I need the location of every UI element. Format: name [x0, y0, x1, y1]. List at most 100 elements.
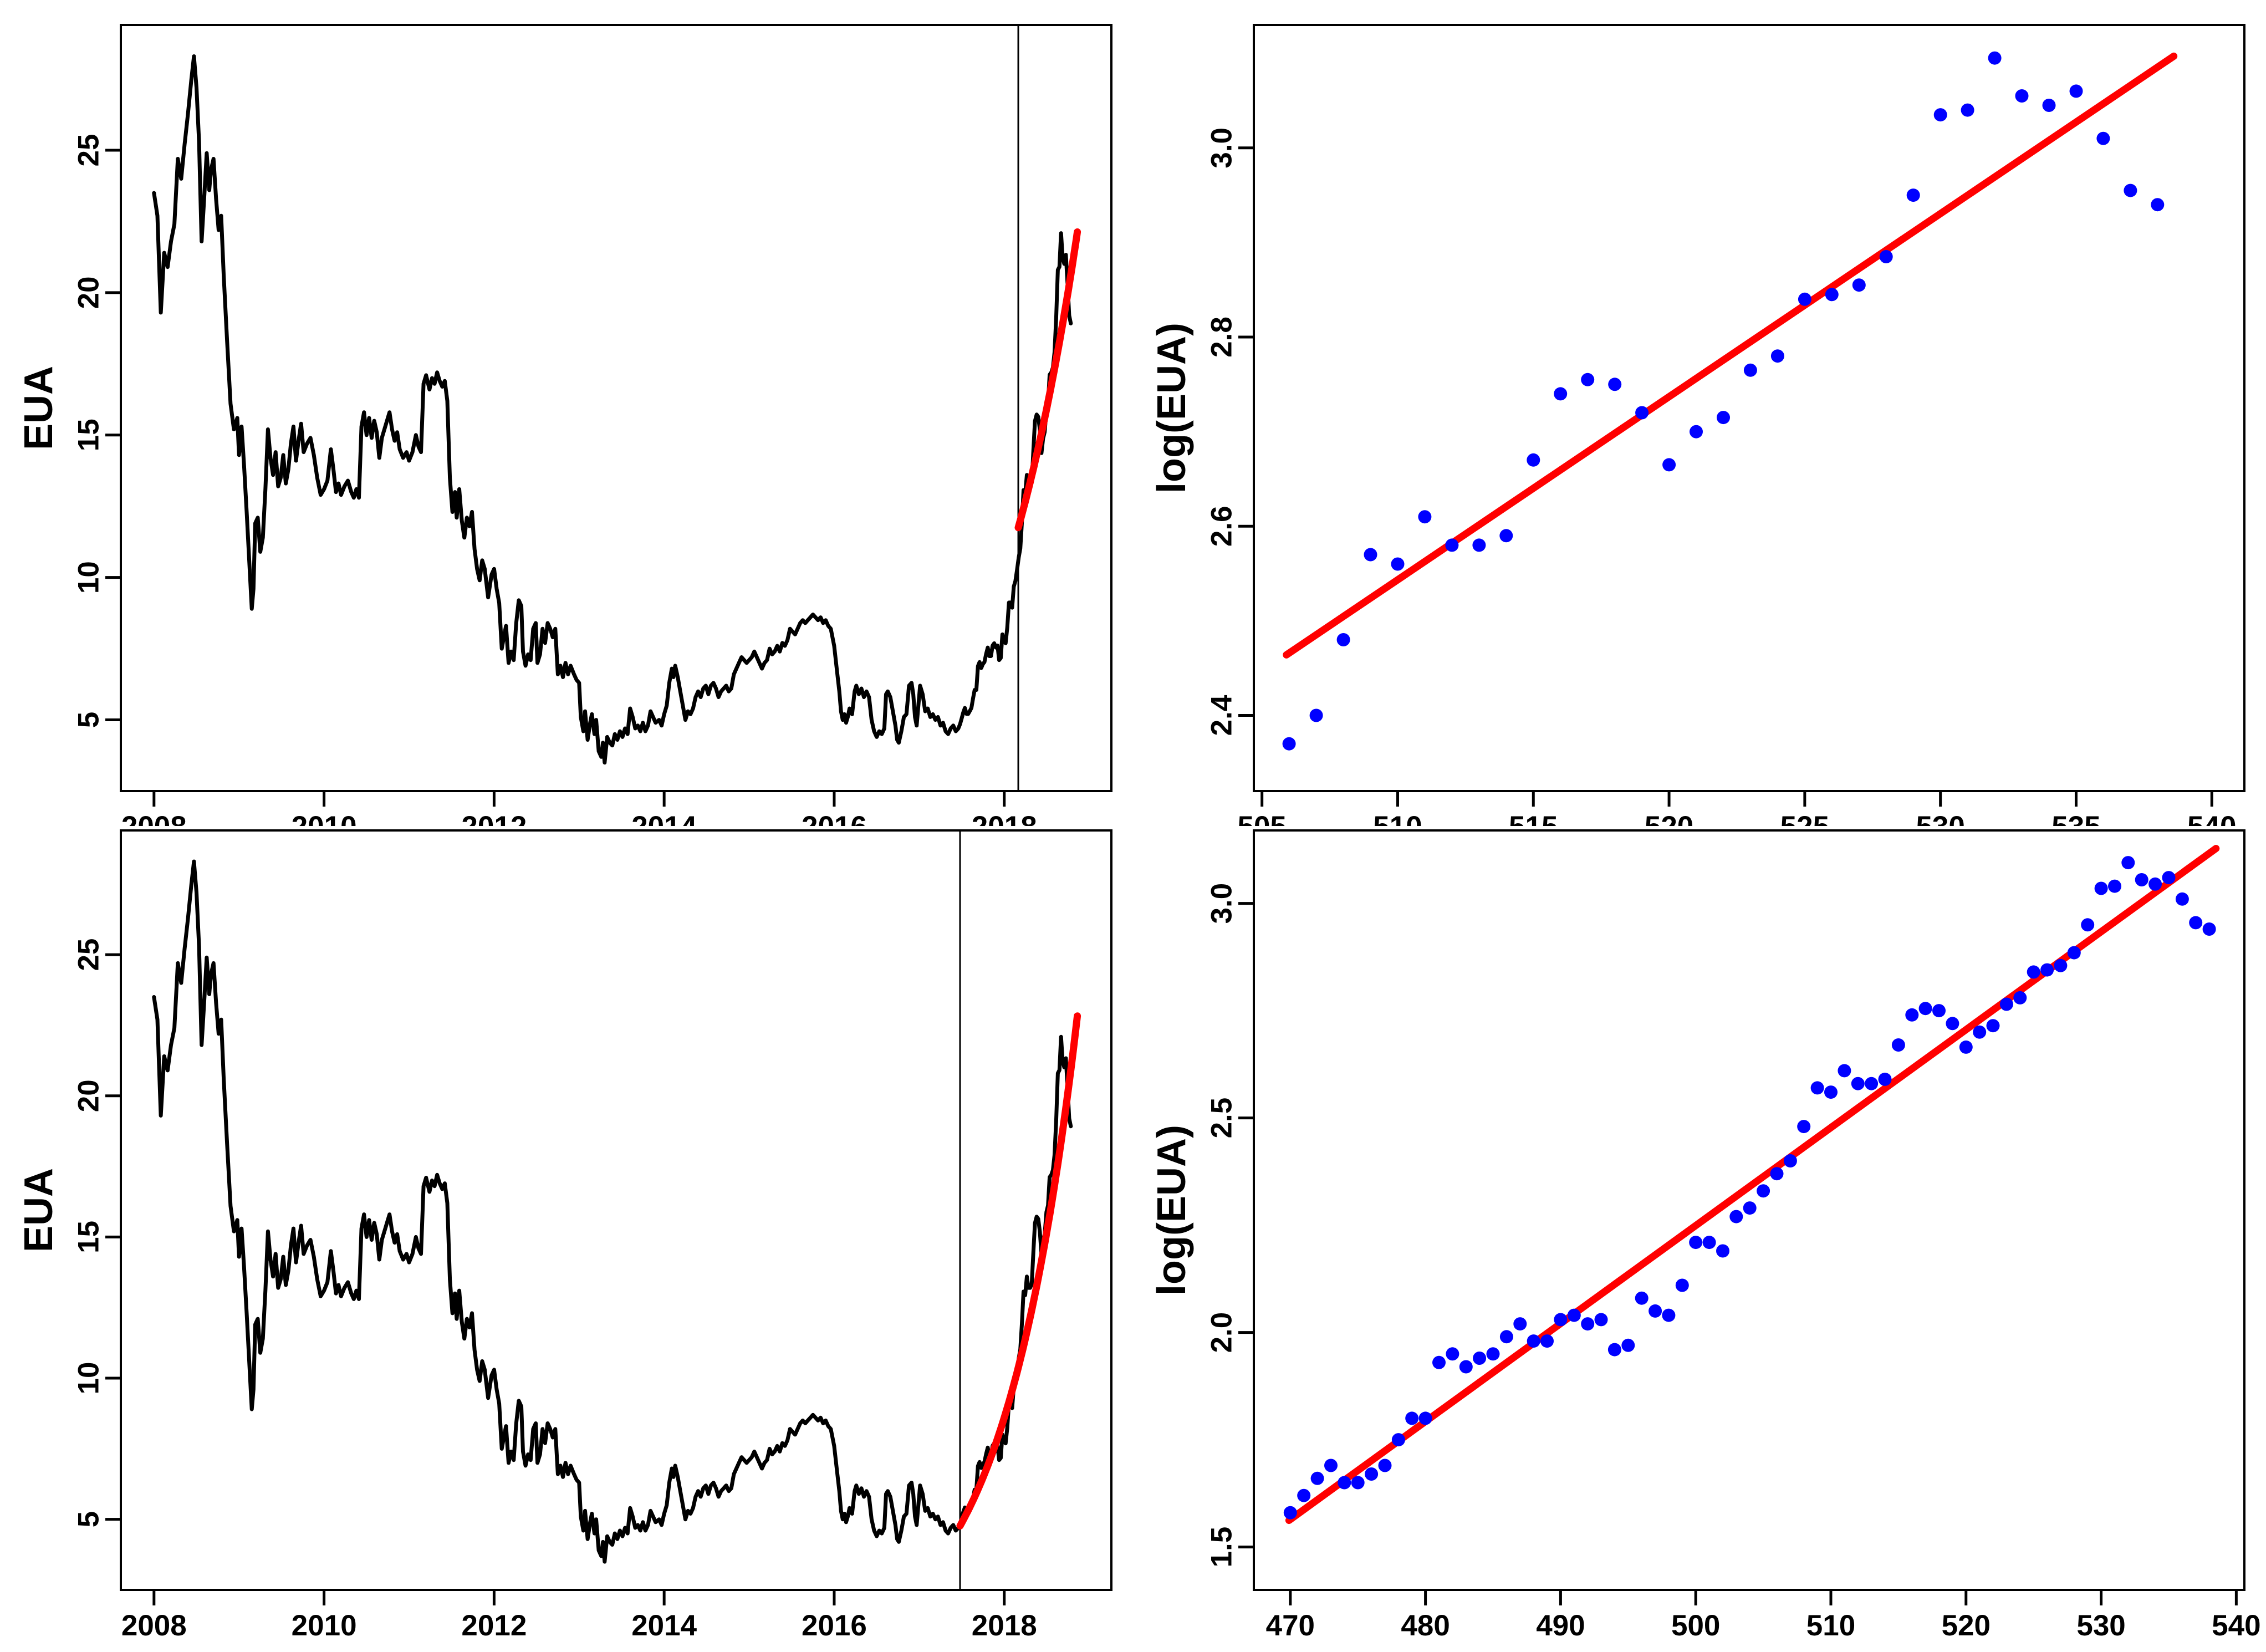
forecast-curve: [956, 1012, 1081, 1529]
chart-log-eua-scatter-top: 505 510 515 520 525 530 535 540 2.4 2.6 2.8 3.0 log(…: [1133, 0, 2266, 826]
x-tick-label: 2008: [121, 810, 187, 826]
y-tick-label: 15: [73, 419, 105, 451]
x-tick-label: 2012: [461, 1609, 527, 1642]
scatter-point: [2189, 916, 2203, 930]
scatter-point: [1310, 1471, 1324, 1485]
scatter-point: [1486, 1347, 1500, 1361]
scatter-point: [1702, 1236, 1716, 1250]
scatter-point: [1717, 411, 1730, 425]
scatter-point: [2042, 99, 2056, 112]
scatter-point: [1716, 1244, 1729, 1258]
y-tick-label: 2.8: [1206, 317, 1238, 358]
scatter-point: [1297, 1488, 1311, 1502]
scatter-point: [1540, 1334, 1554, 1348]
scatter-point: [1689, 1236, 1703, 1250]
scatter-point: [1499, 529, 1513, 543]
scatter-point: [2013, 991, 2027, 1005]
scatter-point: [1918, 1002, 1932, 1016]
scatter-point: [2096, 131, 2110, 145]
y-axis-label: EUA: [17, 1168, 61, 1252]
scatter-point: [1743, 1201, 1757, 1215]
y-tick-label: 2.5: [1206, 1098, 1238, 1139]
x-tick-label: 540: [2212, 1609, 2260, 1642]
scatter-point: [1473, 1352, 1487, 1365]
y-tick-label: 2.0: [1206, 1312, 1238, 1353]
scatter-point: [1961, 103, 1974, 117]
scatter-point: [2121, 856, 2135, 870]
x-tick-label: 540: [2187, 810, 2236, 826]
scatter-point: [1988, 51, 2002, 65]
scatter-point: [1432, 1355, 1446, 1369]
scatter-point: [1851, 1077, 1865, 1090]
scatter-point: [1743, 363, 1757, 377]
scatter-point: [1932, 1004, 1946, 1018]
scatter-point: [1445, 538, 1459, 552]
chart-log-eua-scatter-bottom: 470 480 490 500 510 520 530 540 1.5 2.0 2.5 3.0 log(…: [1133, 826, 2266, 1652]
scatter-point: [2135, 873, 2148, 886]
scatter-point: [1905, 1008, 1919, 1022]
x-tick-label: 520: [1645, 810, 1693, 826]
scatter-point: [1999, 997, 2013, 1011]
scatter-point: [1513, 1317, 1527, 1331]
scatter-point: [2148, 877, 2162, 891]
x-tick-label: 500: [1671, 1609, 1720, 1642]
x-tick-label: 530: [1916, 810, 1964, 826]
scatter-point: [1621, 1338, 1635, 1352]
scatter-point: [1635, 406, 1649, 420]
x-tick-label: 2018: [972, 810, 1037, 826]
y-tick-label: 10: [73, 561, 105, 594]
scatter-point: [1662, 458, 1676, 472]
y-axis-label: log(EUA): [1150, 1125, 1194, 1296]
x-tick-label: 530: [2076, 1609, 2125, 1642]
y-tick-label: 15: [73, 1221, 105, 1253]
scatter-point: [1418, 510, 1432, 524]
x-tick-label: 515: [1509, 810, 1558, 826]
y-tick-label: 10: [73, 1362, 105, 1395]
x-tick-label: 2010: [292, 1609, 357, 1642]
scatter-point: [1336, 633, 1350, 646]
scatter-point: [1581, 373, 1595, 386]
scatter-point: [1499, 1330, 1513, 1344]
plot-box: [1253, 829, 2245, 1591]
scatter-point: [2054, 958, 2068, 972]
x-tick-label: 2014: [631, 810, 697, 826]
scatter-point: [1309, 708, 1323, 722]
x-tick-label: 480: [1401, 1609, 1450, 1642]
scatter-point: [1365, 1467, 1379, 1481]
chart-eua-timeseries-bottom: 2008 2010 2012 2014 2016 2018 5 10 15 20 25 EUA: [0, 826, 1133, 1652]
y-tick-label: 25: [73, 134, 105, 167]
scatter-point: [1906, 188, 1920, 202]
scatter-point: [1891, 1038, 1905, 1052]
x-tick-label: 2010: [292, 810, 357, 826]
scatter-point: [2081, 918, 2095, 932]
scatter-point: [1879, 250, 1893, 263]
plot-box: [120, 24, 1112, 792]
scatter-point: [1649, 1304, 1662, 1318]
scatter-point: [1391, 557, 1405, 571]
y-tick-label: 20: [73, 1079, 105, 1112]
scatter-point: [1824, 1085, 1838, 1099]
scatter-point: [1662, 1308, 1676, 1322]
x-tick-label: 2016: [802, 810, 867, 826]
scatter-point: [1675, 1278, 1689, 1292]
fit-line: [1283, 52, 2178, 659]
forecast-curve: [1014, 228, 1081, 532]
scatter-point: [1635, 1291, 1649, 1305]
scatter-point: [1757, 1184, 1770, 1198]
scatter-point: [1690, 425, 1703, 439]
scatter-point: [1418, 1411, 1432, 1425]
scatter-point: [2040, 963, 2054, 977]
scatter-point: [1933, 108, 1947, 122]
scatter-point: [1527, 453, 1540, 467]
scatter-point: [2027, 965, 2040, 979]
y-tick-label: 20: [73, 276, 105, 309]
scatter-point: [1825, 288, 1839, 302]
scatter-point: [1607, 1343, 1621, 1357]
x-tick-label: 535: [2051, 810, 2100, 826]
x-tick-label: 2014: [631, 1609, 697, 1642]
scatter-point: [2015, 89, 2029, 103]
x-tick-label: 2012: [461, 810, 527, 826]
x-tick-label: 2016: [802, 1609, 867, 1642]
scatter-point: [2069, 84, 2083, 98]
